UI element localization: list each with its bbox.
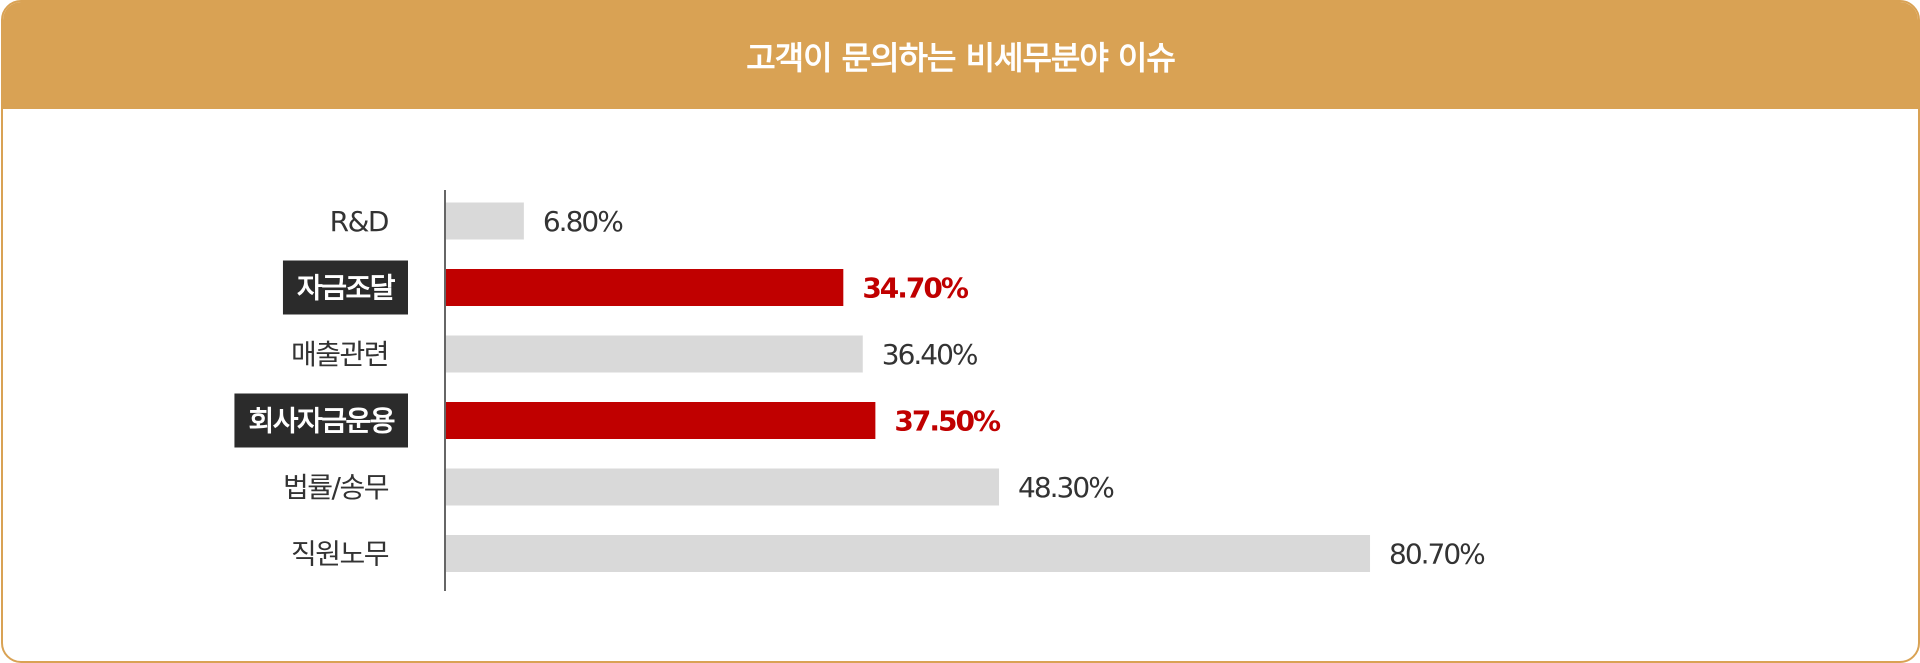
value-label-1: 34.70% xyxy=(862,272,969,305)
bar-3 xyxy=(446,402,876,439)
category-label-5: 직원노무 xyxy=(291,538,389,571)
category-label-3: 회사자금운용 xyxy=(248,405,394,438)
chart-header: 고객이 문의하는 비세무분야 이슈 xyxy=(3,2,1918,109)
category-label-1: 자금조달 xyxy=(297,272,396,305)
bar-2 xyxy=(446,335,863,373)
category-label-highlight-box-3 xyxy=(234,393,408,448)
bar-1 xyxy=(446,269,844,306)
category-label-2: 매출관련 xyxy=(291,338,388,371)
value-label-0: 6.80% xyxy=(543,205,623,238)
value-label-3: 37.50% xyxy=(894,405,1001,438)
category-label-4: 법률/송무 xyxy=(283,471,389,504)
value-label-2: 36.40% xyxy=(882,338,978,371)
bar-5 xyxy=(446,535,1371,572)
bar-0 xyxy=(446,202,524,240)
chart-title: 고객이 문의하는 비세무분야 이슈 xyxy=(746,38,1176,77)
value-label-4: 48.30% xyxy=(1018,471,1114,504)
value-label-5: 80.70% xyxy=(1389,538,1485,571)
category-label-0: R&D xyxy=(330,205,388,238)
category-label-highlight-box-1 xyxy=(282,260,408,315)
bar-4 xyxy=(446,468,1000,506)
